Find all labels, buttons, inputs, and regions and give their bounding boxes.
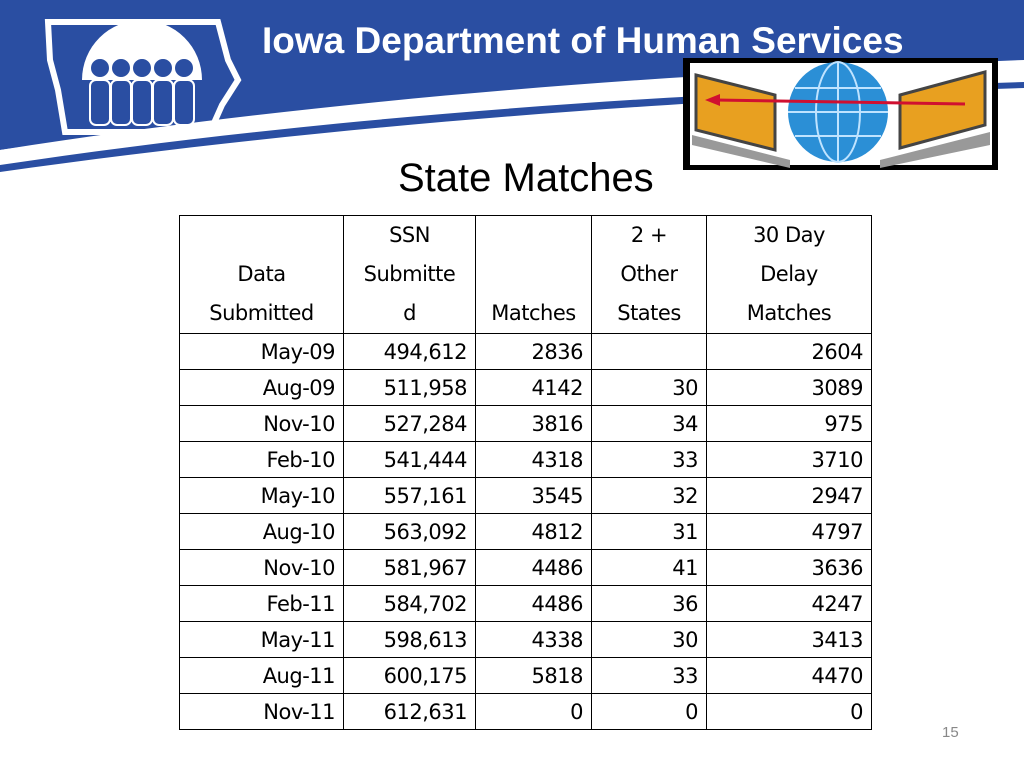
data-table: Data Submitted SSN Submitte d Matches 2 + Other… bbox=[179, 215, 872, 730]
table-cell: 3089 bbox=[706, 369, 872, 406]
header-banner bbox=[0, 0, 1024, 172]
table-row: Nov-10 581,967 4486 41 3636 bbox=[179, 549, 872, 586]
table-cell: Nov-10 bbox=[179, 549, 344, 586]
table-cell: 600,175 bbox=[343, 657, 476, 694]
header-cell: 30 Day Delay Matches bbox=[706, 215, 872, 334]
table-row: Aug-09 511,958 4142 30 3089 bbox=[179, 369, 872, 406]
table-cell: 3710 bbox=[706, 441, 872, 478]
table-cell: 3413 bbox=[706, 621, 872, 658]
table-cell: 4247 bbox=[706, 585, 872, 622]
table-row: Aug-10 563,092 4812 31 4797 bbox=[179, 513, 872, 550]
table-row: Feb-10 541,444 4318 33 3710 bbox=[179, 441, 872, 478]
table-cell: 4318 bbox=[475, 441, 592, 478]
table-cell: 4797 bbox=[706, 513, 872, 550]
table-cell: 2836 bbox=[475, 333, 592, 370]
table-cell: 3816 bbox=[475, 405, 592, 442]
table-cell: 598,613 bbox=[343, 621, 476, 658]
table-cell: 31 bbox=[591, 513, 707, 550]
table-cell: 4486 bbox=[475, 549, 592, 586]
table-cell: 33 bbox=[591, 441, 707, 478]
header-cell: Data Submitted bbox=[179, 215, 344, 334]
table-cell: 975 bbox=[706, 405, 872, 442]
table-cell: 4812 bbox=[475, 513, 592, 550]
table-cell: May-10 bbox=[179, 477, 344, 514]
header-line: Matches bbox=[491, 301, 576, 325]
table-cell: May-11 bbox=[179, 621, 344, 658]
table-cell: 30 bbox=[591, 621, 707, 658]
header-line: Other bbox=[620, 262, 678, 286]
table-cell: Feb-10 bbox=[179, 441, 344, 478]
table-cell: Aug-11 bbox=[179, 657, 344, 694]
table-cell: May-09 bbox=[179, 333, 344, 370]
header-line: Submitted bbox=[209, 301, 314, 325]
table-cell: 2947 bbox=[706, 477, 872, 514]
table-row: May-10 557,161 3545 32 2947 bbox=[179, 477, 872, 514]
table-cell: Aug-10 bbox=[179, 513, 344, 550]
header-line: States bbox=[617, 301, 681, 325]
table-cell: 3545 bbox=[475, 477, 592, 514]
header-line: 30 Day bbox=[753, 223, 825, 247]
table-row: Nov-10 527,284 3816 34 975 bbox=[179, 405, 872, 442]
table-cell: Feb-11 bbox=[179, 585, 344, 622]
header-cell: Matches bbox=[475, 215, 592, 334]
table-cell bbox=[591, 333, 707, 370]
header-cell: 2 + Other States bbox=[591, 215, 707, 334]
header-title: Iowa Department of Human Services bbox=[262, 20, 904, 61]
table-cell: Aug-09 bbox=[179, 369, 344, 406]
table-row: May-11 598,613 4338 30 3413 bbox=[179, 621, 872, 658]
header-line: Submitte bbox=[363, 262, 456, 286]
header-cell: SSN Submitte d bbox=[343, 215, 476, 334]
table-cell: 563,092 bbox=[343, 513, 476, 550]
header-row: Data Submitted SSN Submitte d Matches 2 + Other… bbox=[179, 215, 872, 334]
header-line: Matches bbox=[746, 301, 832, 325]
header-line: Data bbox=[237, 262, 286, 286]
table-cell: 4338 bbox=[475, 621, 592, 658]
table-cell: 4486 bbox=[475, 585, 592, 622]
table-row: May-09 494,612 2836 2604 bbox=[179, 333, 872, 370]
header-line: SSN bbox=[389, 223, 430, 247]
globe-image bbox=[683, 58, 998, 170]
table-cell: 584,702 bbox=[343, 585, 476, 622]
table-cell: 36 bbox=[591, 585, 707, 622]
header-line: d bbox=[403, 301, 416, 325]
table-cell: Nov-11 bbox=[179, 693, 344, 730]
table-cell: 4142 bbox=[475, 369, 592, 406]
table-cell: 541,444 bbox=[343, 441, 476, 478]
table-row: Nov-11 612,631 0 0 0 bbox=[179, 693, 872, 730]
table-row: Aug-11 600,175 5818 33 4470 bbox=[179, 657, 872, 694]
table-row: Feb-11 584,702 4486 36 4247 bbox=[179, 585, 872, 622]
table-cell: 612,631 bbox=[343, 693, 476, 730]
table-cell: 30 bbox=[591, 369, 707, 406]
table-cell: 3636 bbox=[706, 549, 872, 586]
table-cell: 557,161 bbox=[343, 477, 476, 514]
table-cell: 511,958 bbox=[343, 369, 476, 406]
slide-title: State Matches bbox=[398, 156, 654, 200]
table-cell: 4470 bbox=[706, 657, 872, 694]
table-cell: 5818 bbox=[475, 657, 592, 694]
table-cell: 527,284 bbox=[343, 405, 476, 442]
table-cell: 0 bbox=[706, 693, 872, 730]
table-cell: 0 bbox=[475, 693, 592, 730]
table-cell: 33 bbox=[591, 657, 707, 694]
table-cell: 32 bbox=[591, 477, 707, 514]
table-cell: 2604 bbox=[706, 333, 872, 370]
table-cell: Nov-10 bbox=[179, 405, 344, 442]
table-cell: 34 bbox=[591, 405, 707, 442]
table-cell: 41 bbox=[591, 549, 707, 586]
table-cell: 494,612 bbox=[343, 333, 476, 370]
table-cell: 581,967 bbox=[343, 549, 476, 586]
table-cell: 0 bbox=[591, 693, 707, 730]
header-line: Delay bbox=[760, 262, 818, 286]
page-number: 15 bbox=[942, 724, 959, 741]
header-line: 2 + bbox=[630, 223, 668, 247]
